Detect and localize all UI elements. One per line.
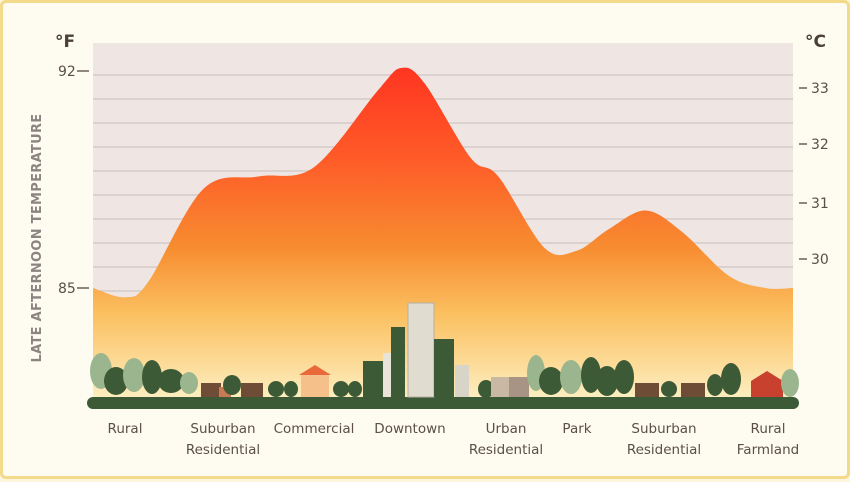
category-label: Suburban Residential — [186, 421, 260, 458]
category-label: Urban Residential — [469, 421, 543, 458]
suburban-houses-left — [201, 375, 298, 397]
x-axis-categories: Rural Suburban Residential Commercial Downto… — [108, 421, 800, 458]
right-tick-label: 31 — [811, 196, 829, 212]
category-label: Rural Farmland — [737, 421, 799, 458]
commercial-buildings — [299, 365, 362, 397]
urban-residential-buildings — [478, 355, 563, 398]
category-label: Park — [562, 421, 591, 437]
park-trees — [560, 357, 634, 396]
left-axis: 92 85 — [58, 64, 89, 297]
category-label: Rural — [108, 421, 143, 437]
right-tick-label: 32 — [811, 137, 829, 153]
y-axis-title: LATE AFTERNOON TEMPERATURE — [30, 114, 45, 363]
downtown-towers — [363, 302, 469, 398]
suburban-houses-right — [635, 363, 741, 397]
heat-island-chart: °F °C LATE AFTERNOON TEMPERATURE 92 85 33… — [30, 32, 829, 458]
temperature-area — [93, 67, 793, 401]
right-tick-label: 33 — [811, 81, 829, 97]
category-label: Downtown — [374, 421, 445, 437]
rural-trees — [90, 353, 198, 395]
left-tick-label: 92 — [58, 64, 76, 80]
left-tick-label: 85 — [58, 281, 76, 297]
right-unit-label: °C — [805, 32, 826, 52]
right-axis: 33 32 31 30 — [799, 81, 829, 268]
city-skyline-illustration — [87, 302, 799, 409]
category-label: Commercial — [274, 421, 355, 437]
farm-barn — [751, 369, 799, 397]
left-unit-label: °F — [55, 32, 75, 52]
right-tick-label: 30 — [811, 252, 829, 268]
ground-strip — [87, 397, 799, 409]
category-label: Suburban Residential — [627, 421, 701, 458]
